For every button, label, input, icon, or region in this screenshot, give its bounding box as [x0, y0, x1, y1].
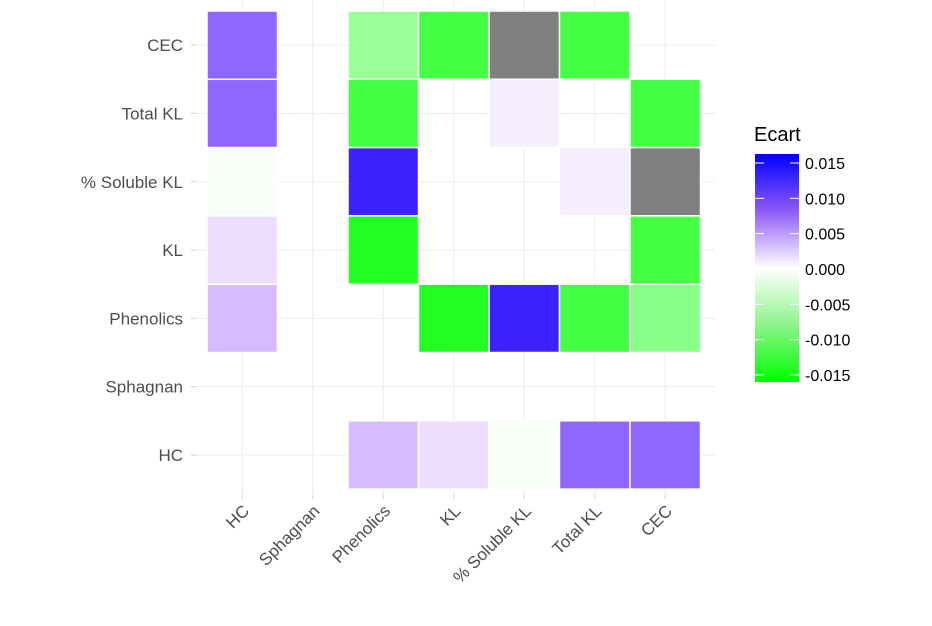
x-axis-ticks: HC Sphagnan Phenolics KL% Soluble KL Total K… — [222, 495, 676, 587]
x-tick-label: Total KL — [549, 501, 606, 558]
heatmap-cell — [558, 146, 631, 217]
heatmap-cell — [206, 283, 279, 354]
heatmap-cell — [206, 10, 279, 81]
heatmap-cell — [558, 420, 631, 490]
y-axis-ticks: HC Sphagnan Phenolics KL % Soluble KL Total K… — [81, 36, 195, 465]
legend-label: 0.015 — [805, 156, 845, 173]
legend-ticks: 0.015 0.010 0.005 0.000 -0.005 -0.010 -0.015 — [755, 156, 850, 385]
heatmap-cell — [629, 215, 702, 285]
legend-label: 0.010 — [805, 191, 845, 208]
legend-label: -0.015 — [805, 368, 850, 385]
heatmap-cell — [347, 10, 420, 81]
y-tick-label: Sphagnan — [105, 378, 183, 397]
legend-label: 0.005 — [805, 227, 845, 244]
heatmap-cell — [347, 78, 420, 149]
legend-label: 0.000 — [805, 262, 845, 279]
heatmap-cell — [206, 215, 279, 285]
x-tick-label: HC — [222, 501, 253, 532]
legend-colorbar — [755, 154, 799, 382]
y-tick-label: Total KL — [122, 104, 183, 123]
x-tick-label: CEC — [637, 501, 676, 540]
heatmap-cell — [558, 10, 631, 81]
heatmap-cell — [347, 215, 420, 285]
heatmap-cell — [488, 78, 561, 149]
legend-title: Ecart — [754, 124, 801, 146]
heatmap-cell — [206, 146, 279, 217]
x-tick-label: KL — [436, 501, 464, 529]
heatmap-cell — [629, 78, 702, 149]
heatmap-cell — [417, 283, 490, 354]
heatmap-cell — [629, 420, 702, 490]
heatmap-cell — [488, 420, 561, 490]
heatmap-cell — [629, 146, 702, 217]
legend: Ecart 0.015 0.010 0.005 0.000 -0.005 -0.010 -0… — [754, 124, 850, 385]
y-tick-label: KL — [162, 241, 183, 260]
heatmap-cells — [206, 10, 702, 490]
y-tick-label: HC — [158, 446, 183, 465]
y-tick-label: % Soluble KL — [81, 173, 183, 192]
y-tick-label: Phenolics — [109, 309, 183, 328]
x-tick-label: Sphagnan — [255, 501, 323, 569]
legend-label: -0.005 — [805, 297, 850, 314]
x-tick-label: Phenolics — [329, 501, 395, 567]
heatmap-cell — [347, 146, 420, 217]
heatmap-cell — [417, 10, 490, 81]
legend-label: -0.010 — [805, 333, 850, 350]
heatmap-cell — [206, 78, 279, 149]
heatmap-cell — [488, 283, 561, 354]
heatmap-cell — [558, 283, 631, 354]
heatmap-cell — [488, 10, 561, 81]
heatmap-cell — [347, 420, 420, 490]
heatmap-cell — [417, 420, 490, 490]
y-tick-label: CEC — [147, 36, 183, 55]
heatmap-cell — [629, 283, 702, 354]
